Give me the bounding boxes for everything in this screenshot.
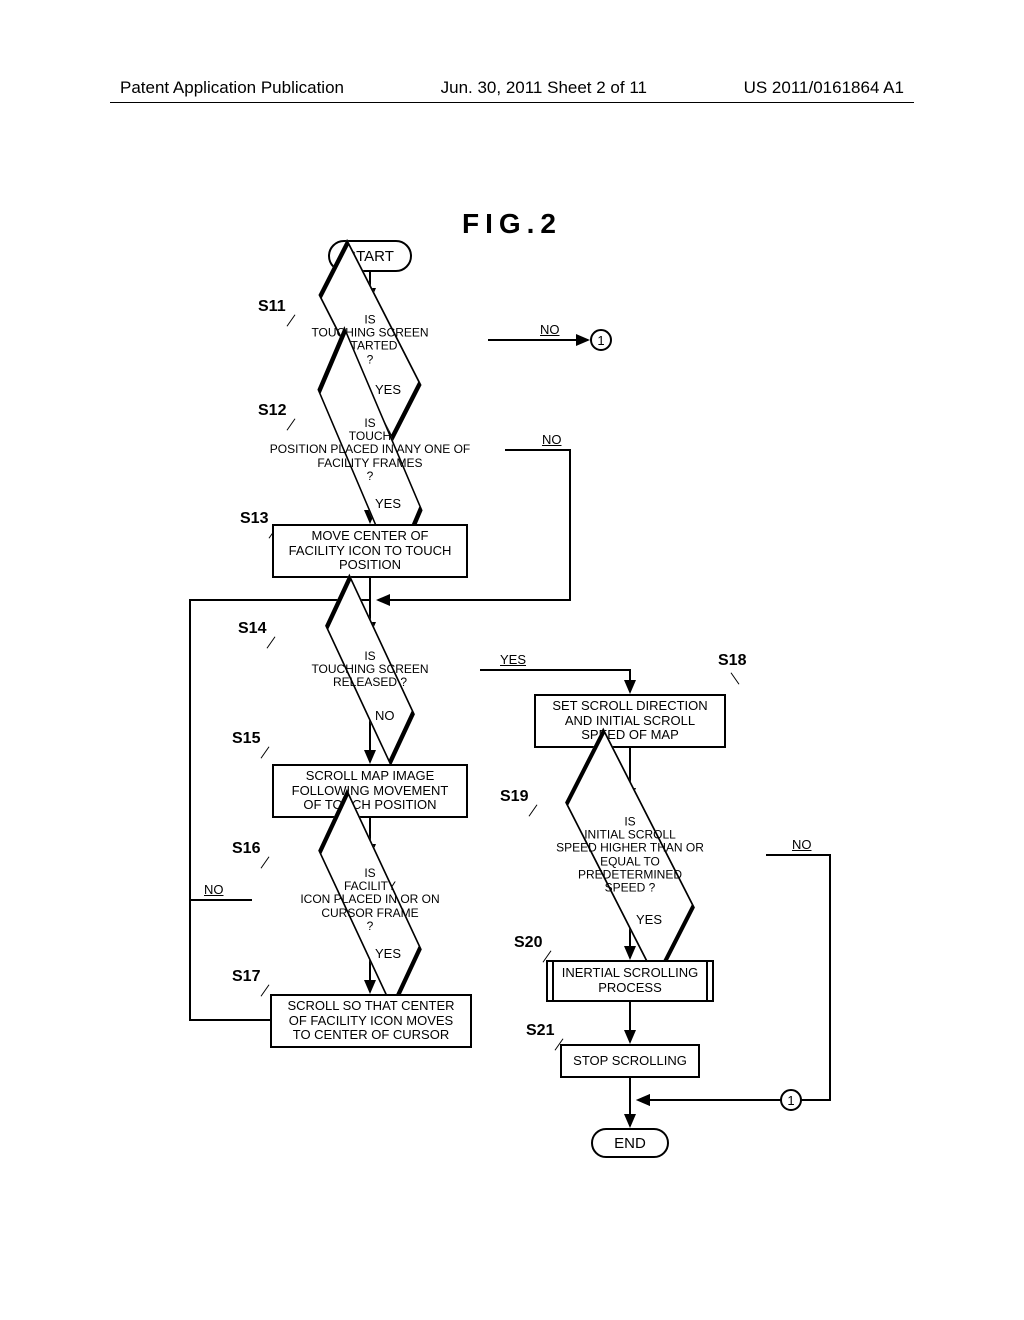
subprocess-s20: INERTIAL SCROLLINGPROCESS [546, 960, 714, 1002]
step-label-s15: S15 [232, 730, 260, 748]
leader-s15 [261, 746, 270, 758]
process-s15: SCROLL MAP IMAGEFOLLOWING MOVEMENTOF TOU… [272, 764, 468, 818]
process-s18: SET SCROLL DIRECTIONAND INITIAL SCROLLSP… [534, 694, 726, 748]
step-label-s17: S17 [232, 968, 260, 986]
edge-s14-yes: YES [500, 652, 526, 667]
decision-s11: ISTOUCHING SCREENSTARTED? [250, 300, 490, 380]
edge-s11-no: NO [540, 322, 560, 337]
terminator-end: END [591, 1128, 669, 1158]
edge-s16-yes: YES [375, 946, 401, 961]
decision-s12: IS TOUCH POSITION PLACED IN ANY ONE OF F… [230, 406, 510, 494]
edge-s19-no: NO [792, 837, 812, 852]
edge-s11-yes: YES [375, 382, 401, 397]
step-label-s20: S20 [514, 934, 542, 952]
header-left: Patent Application Publication [120, 78, 344, 98]
edge-s14-no: NO [375, 708, 395, 723]
step-label-s18: S18 [718, 652, 746, 670]
edge-s12-yes: YES [375, 496, 401, 511]
header-rule [110, 102, 914, 103]
step-label-s13: S13 [240, 510, 268, 528]
process-s13: MOVE CENTER OFFACILITY ICON TO TOUCHPOSI… [272, 524, 468, 578]
process-s21: STOP SCROLLING [560, 1044, 700, 1078]
header-right: US 2011/0161864 A1 [744, 78, 904, 98]
figure-title: FIG.2 [0, 208, 1024, 240]
flowchart-canvas: START S11 ISTOUCHING SCREENSTARTED? YES … [170, 240, 854, 1190]
decision-s14: ISTOUCHING SCREENRELEASED ? [258, 634, 482, 706]
decision-s19: IS INITIAL SCROLL SPEED HIGHER THAN OR E… [490, 800, 770, 910]
connector-1b: 1 [780, 1089, 802, 1111]
leader-s18 [731, 672, 740, 684]
decision-s16: ISFACILITYICON PLACED IN OR ONCURSOR FRA… [250, 856, 490, 944]
header-center: Jun. 30, 2011 Sheet 2 of 11 [441, 78, 647, 98]
connector-1a: 1 [590, 329, 612, 351]
leader-s17 [261, 984, 270, 996]
edge-s12-no: NO [542, 432, 562, 447]
step-label-s21: S21 [526, 1022, 554, 1040]
edge-s19-yes: YES [636, 912, 662, 927]
edge-s16-no: NO [204, 882, 224, 897]
process-s17: SCROLL SO THAT CENTEROF FACILITY ICON MO… [270, 994, 472, 1048]
